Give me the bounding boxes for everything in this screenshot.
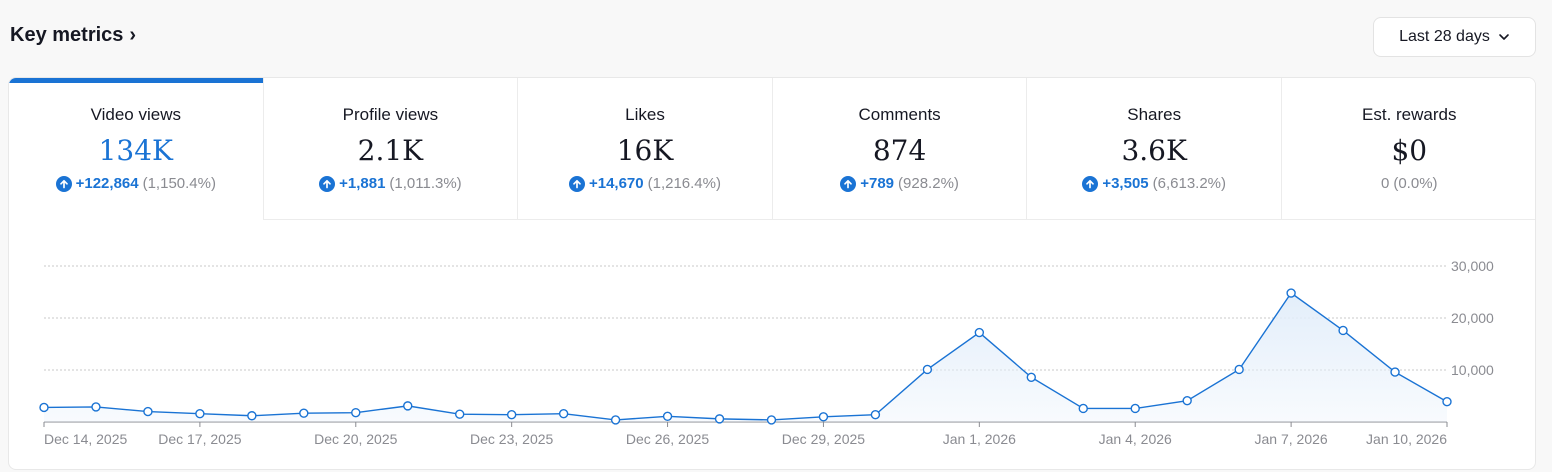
change-percent: (0.0%) <box>1393 175 1438 192</box>
tab-likes[interactable]: Likes 16K +14,670 (1,216.4%) <box>518 78 773 220</box>
data-point <box>662 411 673 421</box>
change-amount: +789 <box>860 175 895 192</box>
data-point <box>714 414 725 424</box>
metric-label: Shares <box>1127 105 1182 124</box>
data-point <box>455 409 465 419</box>
data-point <box>610 415 621 425</box>
change-amount: +122,864 <box>75 175 139 192</box>
x-tick-label: Jan 1, 2026 <box>943 431 1016 447</box>
x-tick-label: Dec 29, 2025 <box>782 431 865 447</box>
data-point <box>1078 403 1088 414</box>
arrow-up-icon <box>319 175 336 192</box>
data-point <box>1286 288 1296 298</box>
metric-tabs: Video views 134K +122,864 (1,150.4%) Profile… <box>9 78 1535 220</box>
metric-change: +3,505 (6,613.2%) <box>1027 175 1281 192</box>
change-amount: 0 <box>1381 175 1390 192</box>
tab-comments[interactable]: Comments 874 +789 (928.2%) <box>772 78 1028 220</box>
metric-label: Likes <box>625 105 665 124</box>
data-point <box>299 408 309 418</box>
views-chart: 10,000 20,000 30,000 Dec 14, 2025 Dec 17, 20… <box>9 220 1535 469</box>
data-point <box>1026 372 1036 382</box>
metric-value: 16K <box>616 134 674 167</box>
data-point <box>195 408 205 419</box>
x-tick-label: Dec 26, 2025 <box>626 431 709 447</box>
data-point <box>1130 403 1140 414</box>
x-tick-label: Jan 7, 2026 <box>1255 431 1328 447</box>
change-percent: (6,613.2%) <box>1152 175 1226 192</box>
metric-value: 3.6K <box>1121 134 1187 167</box>
arrow-up-icon <box>568 175 585 192</box>
arrow-up-icon <box>55 175 72 192</box>
date-range-dropdown[interactable]: Last 28 days <box>1373 17 1536 57</box>
data-point <box>1390 367 1400 377</box>
data-point <box>351 407 361 418</box>
tab-video-views[interactable]: Video views 134K +122,864 (1,150.4%) <box>9 78 264 220</box>
change-amount: +1,881 <box>339 175 386 192</box>
change-percent: (928.2%) <box>898 175 959 192</box>
date-range-label: Last 28 days <box>1399 28 1490 45</box>
series-line <box>43 292 1448 421</box>
data-point <box>974 327 985 338</box>
change-amount: +3,505 <box>1102 175 1149 192</box>
tab-profile-views[interactable]: Profile views 2.1K +1,881 (1,011.3%) <box>263 78 519 220</box>
change-percent: (1,150.4%) <box>142 175 216 192</box>
metric-label: Video views <box>90 105 181 124</box>
line-chart: 10,000 20,000 30,000 Dec 14, 2025 Dec 17, 20… <box>39 258 1494 447</box>
data-point <box>247 411 257 421</box>
data-point <box>91 402 101 412</box>
metric-label: Est. rewards <box>1362 105 1457 124</box>
change-percent: (1,011.3%) <box>389 175 462 192</box>
change-amount: +14,670 <box>588 175 644 192</box>
metric-change: +14,670 (1,216.4%) <box>518 175 772 192</box>
x-tick-label: Dec 20, 2025 <box>314 431 397 447</box>
tab-est-rewards[interactable]: Est. rewards $0 0 (0.0%) <box>1281 78 1535 220</box>
key-metrics-link[interactable]: Key metrics › <box>10 24 136 47</box>
metric-change: +122,864 (1,150.4%) <box>9 175 263 192</box>
x-tick-label: Dec 14, 2025 <box>44 431 127 447</box>
chevron-right-icon: › <box>129 24 137 46</box>
x-tick-label: Jan 4, 2026 <box>1099 431 1172 447</box>
metric-change: 0 (0.0%) <box>1282 175 1535 192</box>
data-point <box>818 412 829 422</box>
arrow-up-icon <box>1082 175 1099 192</box>
tab-shares[interactable]: Shares 3.6K +3,505 (6,613.2%) <box>1027 78 1282 220</box>
metric-value: 874 <box>872 134 927 167</box>
metric-value: 2.1K <box>357 134 424 167</box>
x-tick-label: Dec 23, 2025 <box>470 431 553 447</box>
y-tick-label: 30,000 <box>1451 258 1494 274</box>
metric-label: Profile views <box>342 105 439 124</box>
y-tick-label: 20,000 <box>1451 310 1494 326</box>
data-point <box>1182 395 1192 406</box>
metric-change: +789 (928.2%) <box>773 175 1027 192</box>
data-point <box>506 410 517 420</box>
metric-value: $0 <box>1391 134 1428 167</box>
y-tick-label: 10,000 <box>1451 362 1494 378</box>
data-point <box>39 402 49 413</box>
x-tick-label: Dec 17, 2025 <box>158 431 241 447</box>
metrics-card: Video views 134K +122,864 (1,150.4%) Profile… <box>8 77 1536 470</box>
page-title: Key metrics <box>10 24 124 46</box>
metric-label: Comments <box>858 105 941 124</box>
data-point <box>1234 364 1244 375</box>
metric-value: 134K <box>98 134 173 167</box>
change-percent: (1,216.4%) <box>647 175 721 192</box>
arrow-up-icon <box>840 175 857 192</box>
data-point <box>143 406 153 417</box>
data-point <box>870 410 881 420</box>
data-point <box>766 415 777 425</box>
area-fill <box>44 293 1447 422</box>
data-point <box>1442 397 1452 407</box>
data-point <box>922 364 933 375</box>
x-tick-label: Jan 10, 2026 <box>1366 431 1447 447</box>
metric-change: +1,881 (1,011.3%) <box>264 175 518 192</box>
data-point <box>1338 325 1348 336</box>
header: Key metrics › Last 28 days <box>0 0 1552 74</box>
chevron-down-icon <box>1499 34 1509 40</box>
data-point <box>558 408 569 419</box>
data-point <box>403 401 413 411</box>
